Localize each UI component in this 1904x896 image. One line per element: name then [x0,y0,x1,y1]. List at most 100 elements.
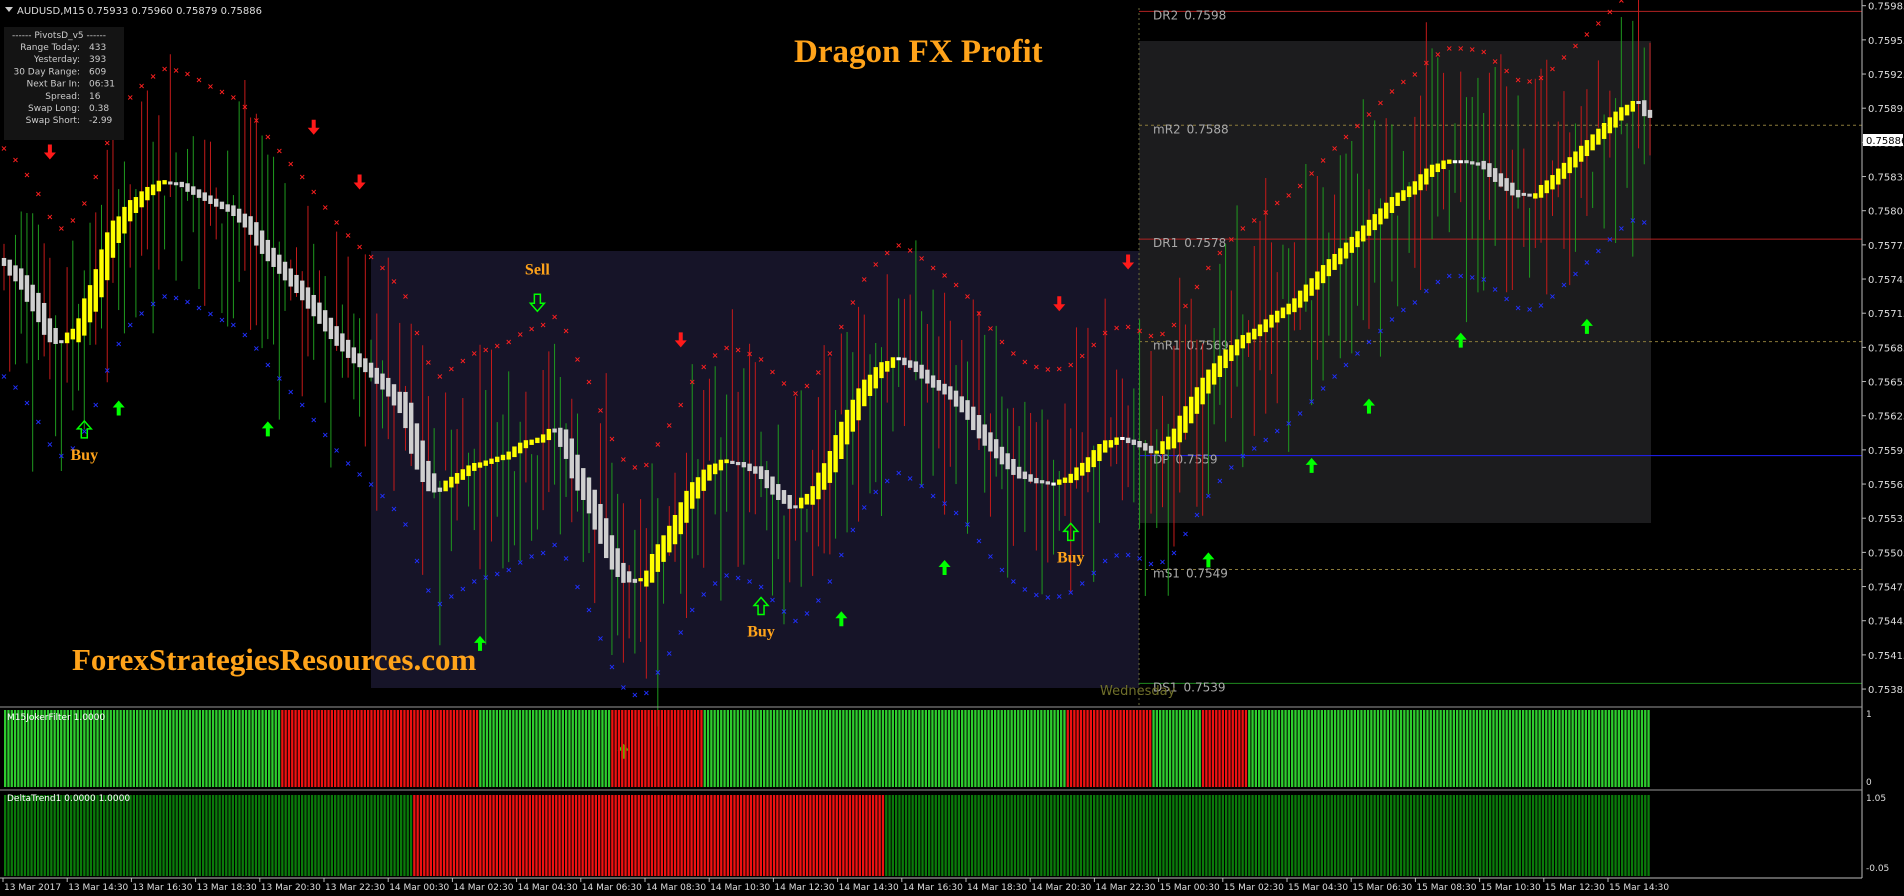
price-tick-label: 0.75535 [1868,514,1904,525]
trend-bar [1355,231,1360,248]
histogram-bar [868,710,871,787]
histogram-bar [558,795,561,876]
trend-bar [110,220,116,258]
upper-band-mark: × [1572,42,1579,51]
histogram-bar [479,710,482,787]
histogram-bar [429,710,432,787]
histogram-bar [1531,710,1535,787]
histogram-bar [1195,795,1198,876]
histogram-bar [499,795,502,876]
histogram-bar [386,795,390,876]
histogram-bar [324,710,327,787]
histogram-bar [337,710,340,787]
histogram-bar [914,710,918,787]
trend-bar [1005,453,1010,470]
histogram-bar [340,795,343,876]
trend-bar [971,406,976,431]
histogram-bar [1640,710,1644,787]
current-price-label: 0.75886 [1866,136,1904,147]
histogram-bar [1627,710,1630,787]
histogram-bar [439,710,442,787]
upper-band-mark: × [861,275,868,284]
pivots-row-label: Swap Short: [26,116,80,126]
histogram-bar [393,710,396,787]
histogram-bar [1551,710,1554,787]
histogram-bar [1571,795,1574,876]
upper-band-mark: × [425,358,432,367]
histogram-bar [937,710,941,787]
histogram-bar [442,795,446,876]
time-tick-label: 14 Mar 18:30 [967,883,1027,893]
histogram-bar [429,795,432,876]
histogram-bar [786,710,789,787]
histogram-bar [169,710,172,787]
histogram-bar [406,795,409,876]
trend-bar [196,189,202,198]
histogram-bar [136,795,139,876]
lower-band-mark: × [471,577,478,586]
histogram-bar [297,795,300,876]
trend-bar [334,326,339,346]
histogram-bar [984,710,987,787]
histogram-bar [1020,795,1023,876]
histogram-bar [1630,795,1634,876]
histogram-bar [1647,710,1650,787]
trend-bar [380,373,385,390]
chart-menu-icon[interactable] [5,7,13,12]
histogram-bar [99,710,102,787]
trend-bar [122,206,127,234]
histogram-bar [515,710,518,787]
histogram-bar [10,710,13,787]
lower-band-mark: × [196,304,203,313]
upper-band-mark: × [723,343,730,352]
histogram-bar [706,795,710,876]
histogram-bar [858,710,861,787]
histogram-bar [947,710,951,787]
trend-bar [558,427,563,447]
histogram-bar [1416,710,1419,787]
histogram-bar [258,795,261,876]
trend-bar [317,302,322,324]
histogram-bar [502,710,505,787]
trend-bar [19,268,24,290]
histogram-bar [1053,710,1056,787]
histogram-bar [1225,795,1228,876]
histogram-bar [46,795,50,876]
histogram-bar [1056,795,1059,876]
upper-band-mark: × [299,173,306,182]
histogram-bar [733,795,736,876]
histogram-bar [730,795,733,876]
histogram-bar [809,795,812,876]
upper-band-mark: × [540,321,547,330]
trend-bar [953,390,959,407]
histogram-bar [673,795,677,876]
histogram-bar [1601,795,1604,876]
trend-bar [540,434,546,443]
histogram-bar [301,710,304,787]
trend-bar [1,257,7,266]
histogram-bar [1482,795,1485,876]
histogram-bar [812,795,815,876]
upper-band-mark: × [1239,224,1246,233]
histogram-bar [670,710,673,787]
histogram-bar [119,710,122,787]
trend-bar [1303,284,1309,302]
time-tick-label: 14 Mar 20:30 [1031,883,1091,893]
upper-band-mark: × [1366,110,1373,119]
trend-bar [483,460,488,466]
histogram-bar [739,795,743,876]
trend-bar [374,367,379,384]
histogram-bar [1271,710,1274,787]
upper-band-mark: × [563,326,570,335]
trend-bar [116,216,121,243]
trend-bar [357,353,362,368]
histogram-bar [1132,710,1135,787]
histogram-bar [551,710,555,787]
trend-bar [1074,467,1079,481]
histogram-bar [442,710,446,787]
trend-bar [988,432,993,452]
histogram-bar [466,710,469,787]
trend-bar [632,578,638,583]
upper-band-mark: × [976,309,983,318]
